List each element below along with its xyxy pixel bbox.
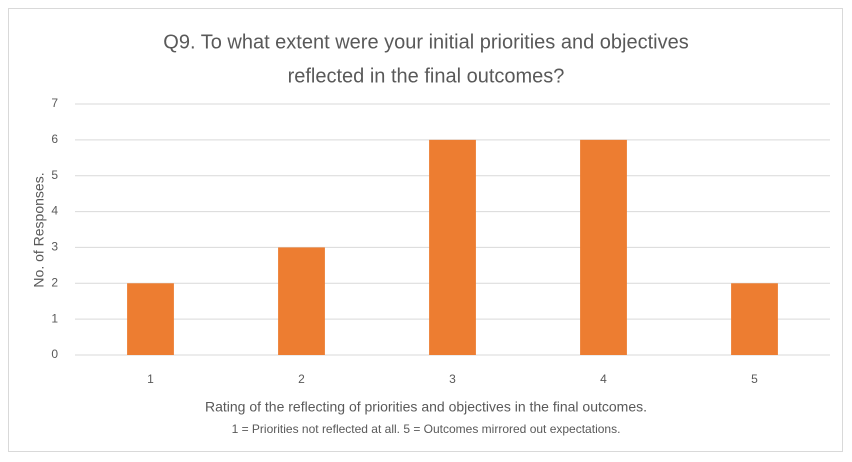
x-tick-label: 2 [298, 372, 305, 386]
x-axis-note: 1 = Priorities not reflected at all. 5 =… [232, 422, 621, 436]
y-tick-label: 0 [51, 347, 58, 361]
y-tick-label: 3 [51, 240, 58, 254]
chart-border [8, 8, 843, 452]
bar [580, 139, 627, 355]
x-tick-label: 3 [449, 372, 456, 386]
y-tick-label: 7 [51, 96, 58, 110]
y-axis-label: No. of Responses. [31, 172, 47, 287]
chart-title: reflected in the final outcomes? [288, 65, 565, 87]
x-tick-label: 1 [147, 372, 154, 386]
y-tick-label: 1 [51, 311, 58, 325]
x-axis-label: Rating of the reflecting of priorities a… [205, 399, 647, 415]
y-tick-label: 6 [51, 132, 58, 146]
y-tick-label: 4 [51, 204, 58, 218]
x-tick-label: 5 [751, 372, 758, 386]
bar [731, 283, 778, 355]
chart-title: Q9. To what extent were your initial pri… [163, 31, 688, 53]
bar [127, 283, 174, 355]
y-tick-label: 5 [51, 168, 58, 182]
bar [429, 139, 476, 355]
bar [278, 247, 325, 355]
x-tick-label: 4 [600, 372, 607, 386]
y-tick-label: 2 [51, 275, 58, 289]
